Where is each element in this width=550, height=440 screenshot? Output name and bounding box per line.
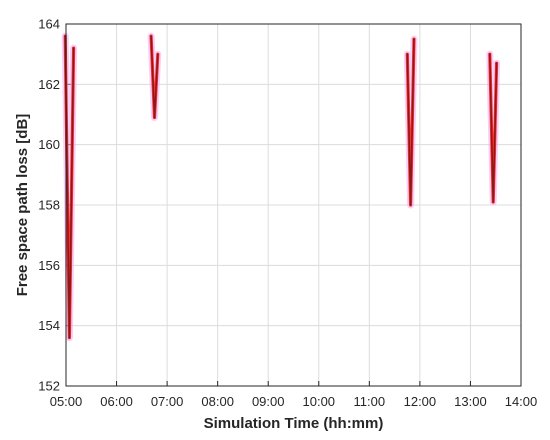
series-group — [147, 32, 162, 121]
y-tick-label: 160 — [38, 137, 60, 152]
x-tick-label: 10:00 — [303, 394, 336, 409]
data-point — [153, 116, 156, 119]
series-layer — [61, 32, 501, 342]
data-point — [492, 201, 495, 203]
x-tick-label: 06:00 — [100, 394, 133, 409]
x-tick-label: 13:00 — [454, 394, 487, 409]
series-group — [403, 35, 418, 209]
x-tick-label: 09:00 — [252, 394, 285, 409]
y-tick-label: 164 — [38, 17, 60, 32]
x-tick-labels: 05:00 06:00 07:00 08:00 09:00 10:00 11:00 12:00… — [50, 394, 538, 409]
plot-frame — [65, 23, 522, 387]
series-group — [61, 32, 78, 342]
x-tick-label: 05:00 — [50, 394, 83, 409]
y-tick-label: 156 — [38, 258, 60, 273]
data-point — [406, 53, 409, 56]
series-group — [486, 50, 501, 206]
data-point — [72, 47, 75, 49]
x-tick-label: 08:00 — [201, 394, 234, 409]
data-point — [150, 35, 153, 37]
x-tick-label: 12:00 — [404, 394, 437, 409]
y-tick-label: 162 — [38, 77, 60, 92]
y-tick-labels: 152 154 156 158 160 162 164 — [38, 17, 60, 394]
data-point — [156, 53, 159, 56]
data-point — [495, 62, 498, 65]
data-point — [409, 204, 412, 206]
data-point — [413, 38, 415, 40]
x-axis-label: Simulation Time (hh:mm) — [204, 415, 384, 432]
y-axis-label: Free space path loss [dB] — [14, 114, 31, 297]
y-tick-label: 152 — [38, 379, 60, 394]
x-tick-label: 07:00 — [151, 394, 184, 409]
y-tick-label: 154 — [38, 318, 60, 333]
x-tick-label: 11:00 — [354, 394, 386, 409]
x-tick-label: 14:00 — [505, 394, 538, 409]
data-point — [488, 53, 491, 56]
data-point — [68, 336, 71, 339]
y-tick-label: 158 — [38, 198, 60, 213]
